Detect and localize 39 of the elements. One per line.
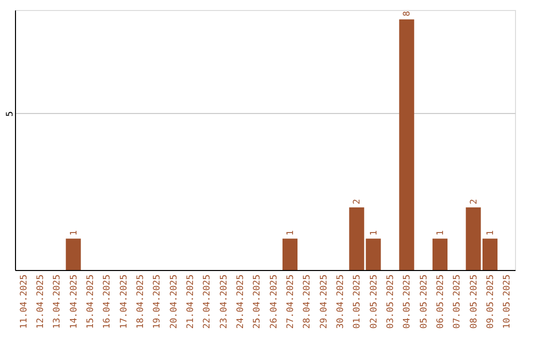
x-tick-label: 15.04.2025 bbox=[86, 274, 96, 329]
data-label: 2 bbox=[352, 198, 363, 204]
x-tick-label: 30.04.2025 bbox=[336, 274, 346, 329]
x-tick-label: 13.04.2025 bbox=[52, 274, 63, 329]
data-label: 1 bbox=[486, 230, 496, 236]
x-tick-label: 20.04.2025 bbox=[169, 274, 180, 329]
x-tick-label: 21.04.2025 bbox=[186, 274, 196, 329]
data-label: 8 bbox=[402, 10, 413, 16]
x-tick-label: 26.04.2025 bbox=[269, 274, 280, 329]
x-tick-label: 09.05.2025 bbox=[486, 274, 496, 329]
x-tick-label: 28.04.2025 bbox=[302, 274, 313, 329]
x-tick-label: 04.05.2025 bbox=[402, 274, 413, 329]
x-tick-label: 01.05.2025 bbox=[352, 274, 363, 329]
data-label: 2 bbox=[469, 198, 480, 204]
x-tick-label: 18.04.2025 bbox=[136, 274, 146, 329]
x-tick-label: 17.04.2025 bbox=[119, 274, 130, 329]
x-tick-label: 16.04.2025 bbox=[102, 274, 113, 329]
x-tick-label: 02.05.2025 bbox=[369, 274, 380, 329]
y-tick-label: 5 bbox=[6, 111, 16, 117]
x-tick-label: 11.04.2025 bbox=[19, 274, 30, 329]
x-tick-label: 24.04.2025 bbox=[236, 274, 246, 329]
x-tick-label: 14.04.2025 bbox=[69, 274, 80, 329]
x-tick-label: 06.05.2025 bbox=[436, 274, 446, 329]
data-label: 1 bbox=[286, 230, 296, 236]
x-tick-label: 29.04.2025 bbox=[319, 274, 330, 329]
x-tick-label: 25.04.2025 bbox=[252, 274, 263, 329]
x-tick-label: 08.05.2025 bbox=[469, 274, 480, 329]
data-label: 1 bbox=[436, 230, 446, 236]
x-tick-label: 19.04.2025 bbox=[152, 274, 163, 329]
x-tick-label: 27.04.2025 bbox=[286, 274, 296, 329]
data-label: 1 bbox=[69, 230, 80, 236]
data-label: 1 bbox=[369, 230, 380, 236]
x-tick-label: 10.05.2025 bbox=[502, 274, 513, 329]
x-tick-label: 12.04.2025 bbox=[36, 274, 46, 329]
x-tick-label: 22.04.2025 bbox=[202, 274, 213, 329]
x-tick-label: 03.05.2025 bbox=[386, 274, 396, 329]
x-tick-label: 07.05.2025 bbox=[452, 274, 463, 329]
x-tick-label: 05.05.2025 bbox=[419, 274, 430, 329]
x-tick-label: 23.04.2025 bbox=[219, 274, 230, 329]
